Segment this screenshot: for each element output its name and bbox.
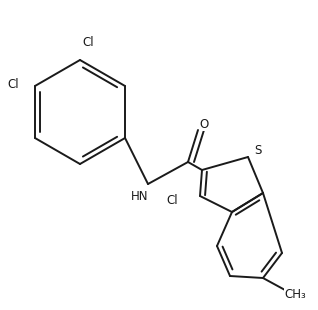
Text: Cl: Cl xyxy=(166,193,178,206)
Text: Cl: Cl xyxy=(7,78,19,91)
Text: HN: HN xyxy=(131,189,149,202)
Text: CH₃: CH₃ xyxy=(284,287,306,300)
Text: S: S xyxy=(254,144,262,157)
Text: Cl: Cl xyxy=(82,36,94,48)
Text: O: O xyxy=(199,117,209,131)
